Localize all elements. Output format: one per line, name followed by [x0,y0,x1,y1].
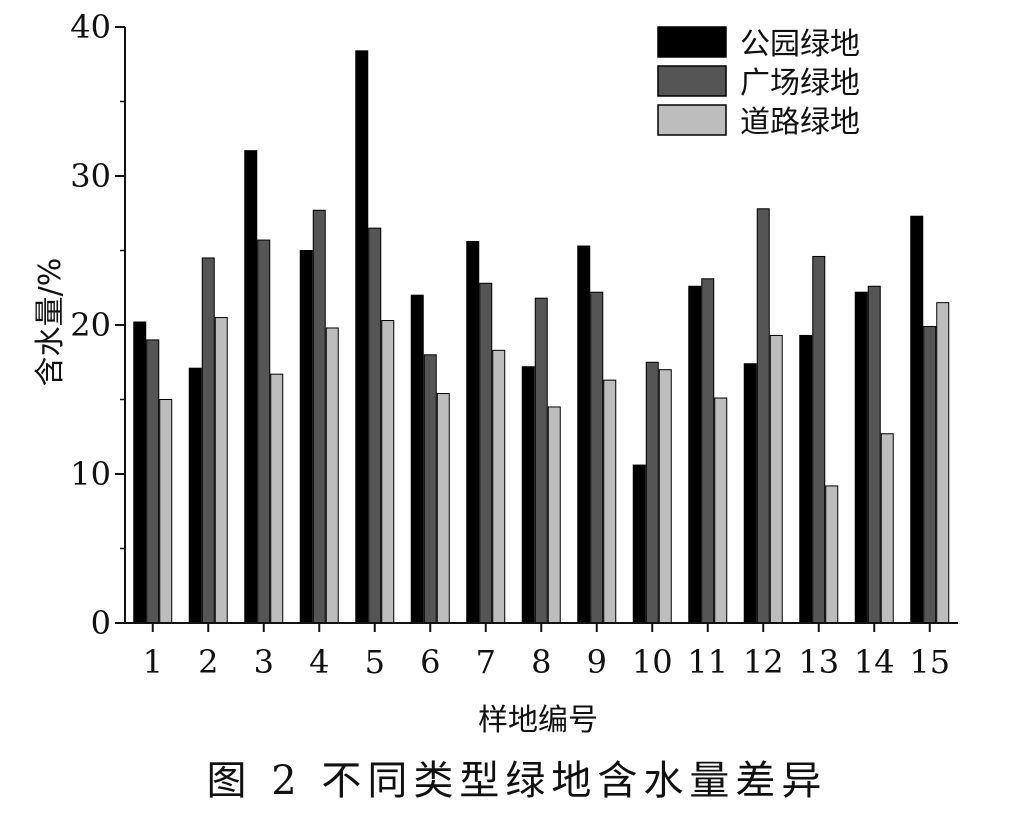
y-tick-label: 20 [70,306,111,344]
bar-5-series-1 [355,50,369,624]
bars-layer [133,50,950,624]
bar-12-series-1 [743,363,757,624]
bar-11-series-3 [714,397,728,624]
bar-2-series-3 [214,317,228,624]
x-tick-label: 4 [309,643,329,681]
bar-14-series-1 [854,291,868,624]
bar-10-series-3 [658,369,672,624]
bar-11-series-1 [688,285,702,624]
x-tick-label: 13 [798,643,839,681]
bar-1-series-3 [159,399,173,624]
legend-swatch [657,26,727,58]
x-tick-label: 7 [476,643,496,681]
bar-5-series-2 [368,227,382,624]
bar-1-series-1 [133,321,147,624]
bar-15-series-2 [923,325,937,624]
bar-6-series-2 [423,354,437,624]
x-tick-label: 9 [587,643,607,681]
bar-15-series-1 [910,215,924,624]
bar-7-series-3 [492,349,506,624]
axes-layer [115,26,958,632]
bar-6-series-3 [436,393,450,624]
bar-3-series-2 [257,239,271,624]
bar-13-series-3 [825,485,839,624]
bar-5-series-3 [381,320,395,624]
bar-7-series-1 [466,241,480,624]
y-tick-label: 0 [91,604,111,642]
bar-9-series-3 [603,379,617,624]
bar-7-series-2 [479,282,493,624]
x-axis-title: 样地编号 [478,703,598,738]
x-tick-label: 5 [365,643,385,681]
bar-8-series-3 [547,406,561,624]
bar-11-series-2 [701,278,715,624]
bar-1-series-2 [146,339,160,624]
bar-10-series-1 [632,464,646,624]
y-tick-label: 40 [70,8,111,46]
x-tick-label: 1 [143,643,163,681]
bar-3-series-3 [270,373,284,624]
legend-label: 广场绿地 [740,66,860,101]
bar-15-series-3 [936,302,950,624]
x-tick-label: 2 [198,643,218,681]
bar-3-series-1 [244,150,258,624]
bar-8-series-1 [521,366,535,624]
x-tick-label: 15 [909,643,950,681]
bar-6-series-1 [410,294,424,624]
bar-4-series-3 [325,327,339,624]
bar-2-series-1 [188,367,202,624]
bar-8-series-2 [534,297,548,624]
x-tick-label: 8 [531,643,551,681]
legend-label: 道路绿地 [740,105,860,140]
bar-12-series-2 [756,208,770,624]
bar-4-series-1 [299,250,313,624]
x-tick-label: 11 [687,643,728,681]
bar-13-series-1 [799,334,813,624]
bar-4-series-2 [312,209,326,624]
x-tick-label: 10 [632,643,673,681]
legend-swatch [657,65,727,97]
x-tick-label: 14 [854,643,895,681]
bar-13-series-2 [812,255,826,624]
bar-14-series-2 [867,285,881,624]
bar-10-series-2 [645,361,659,624]
bar-2-series-2 [201,257,215,624]
bar-9-series-1 [577,245,591,624]
y-tick-label: 30 [70,157,111,195]
bar-9-series-2 [590,291,604,624]
legend-swatch [657,104,727,136]
x-tick-label: 6 [420,643,440,681]
x-tick-label: 12 [743,643,784,681]
figure-caption: 图 2 不同类型绿地含水量差异 [206,758,828,804]
legend-label: 公园绿地 [740,27,860,62]
x-tick-label: 3 [254,643,274,681]
y-tick-label: 10 [70,455,111,493]
bar-12-series-3 [769,334,783,624]
bar-14-series-3 [880,433,894,624]
y-axis-title: 含水量/% [33,258,68,387]
